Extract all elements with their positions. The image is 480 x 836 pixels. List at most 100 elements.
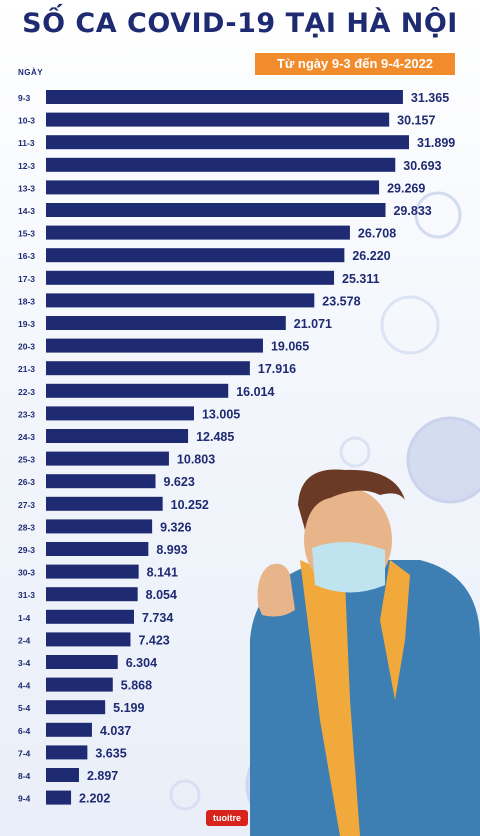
bar [46,722,92,737]
bar [46,316,286,330]
bar [46,564,139,579]
value-label: 10.252 [171,498,209,512]
value-label: 8.993 [156,543,187,557]
bar [46,157,396,172]
value-label: 26.220 [352,249,390,263]
bar [46,542,149,556]
value-label: 7.734 [142,611,173,625]
bar [46,677,113,692]
bar [46,519,153,534]
value-label: 6.304 [126,656,157,670]
bar [46,293,315,308]
bar [46,429,189,443]
value-label: 10.803 [177,453,215,467]
bar [46,338,263,353]
value-label: 17.916 [258,362,296,376]
value-label: 8.054 [146,588,177,602]
value-label: 16.014 [236,385,274,399]
bar [46,90,403,104]
category-label: 24-3 [18,432,35,442]
category-label: 9-4 [18,794,31,804]
value-label: 29.833 [393,204,431,218]
value-label: 26.708 [358,227,396,241]
category-label: 15-3 [18,229,35,239]
value-label: 29.269 [387,181,425,195]
value-label: 21.071 [294,317,332,331]
tuoitre-logo: tuoitre [206,810,248,826]
category-label: 23-3 [18,409,35,419]
value-label: 12.485 [196,430,234,444]
category-label: 26-3 [18,477,35,487]
value-label: 3.635 [95,746,126,760]
category-label: 14-3 [18,206,35,216]
value-label: 2.897 [87,769,118,783]
category-label: 2-4 [18,635,31,645]
category-label: 31-3 [18,590,35,600]
y-axis-label: NGÀY [18,68,44,77]
category-label: 4-4 [18,681,31,691]
value-label: 9.623 [164,475,195,489]
category-label: 6-4 [18,726,31,736]
category-label: 10-3 [18,116,35,126]
value-label: 8.141 [147,566,178,580]
bar [46,361,250,376]
category-label: 7-4 [18,748,31,758]
bar [46,745,88,760]
value-label: 31.365 [411,91,449,105]
bar [46,587,138,602]
value-label: 23.578 [322,294,360,308]
category-label: 5-4 [18,703,31,713]
category-label: 25-3 [18,455,35,465]
category-label: 27-3 [18,500,35,510]
value-label: 5.868 [121,679,152,693]
chart-title: SỐ CA COVID-19 TẠI HÀ NỘI [22,8,458,39]
bar [46,406,194,421]
bar [46,496,163,511]
bar [46,225,350,240]
category-label: 19-3 [18,319,35,329]
category-label: 16-3 [18,251,35,261]
bar [46,768,79,782]
category-label: 12-3 [18,161,35,171]
value-label: 7.423 [138,633,169,647]
date-range-badge: Từ ngày 9-3 đến 9-4-2022 [255,53,455,75]
value-label: 31.899 [417,136,455,150]
bar [46,632,131,647]
category-label: 1-4 [18,613,31,623]
bar [46,790,72,805]
category-label: 13-3 [18,183,35,193]
value-label: 4.037 [100,724,131,738]
bar [46,609,135,624]
category-label: 29-3 [18,545,35,555]
category-label: 30-3 [18,568,35,578]
bar [46,270,335,285]
bar [46,203,386,217]
bar [46,135,409,150]
category-label: 9-3 [18,93,31,103]
bar [46,474,156,489]
value-label: 19.065 [271,340,309,354]
value-label: 13.005 [202,407,240,421]
category-label: 11-3 [18,138,35,148]
bar [46,180,380,195]
bar [46,383,229,398]
bar [46,112,390,127]
category-label: 22-3 [18,387,35,397]
bar [46,248,345,263]
value-label: 2.202 [79,792,110,806]
value-label: 9.326 [160,520,191,534]
bar [46,655,118,669]
category-label: 3-4 [18,658,31,668]
value-label: 30.157 [397,114,435,128]
value-label: 30.693 [403,159,441,173]
category-label: 17-3 [18,274,35,284]
bar [46,451,169,466]
bar [46,700,106,715]
value-label: 25.311 [342,272,380,286]
category-label: 28-3 [18,522,35,532]
value-label: 5.199 [113,701,144,715]
category-label: 18-3 [18,296,35,306]
category-label: 20-3 [18,342,35,352]
